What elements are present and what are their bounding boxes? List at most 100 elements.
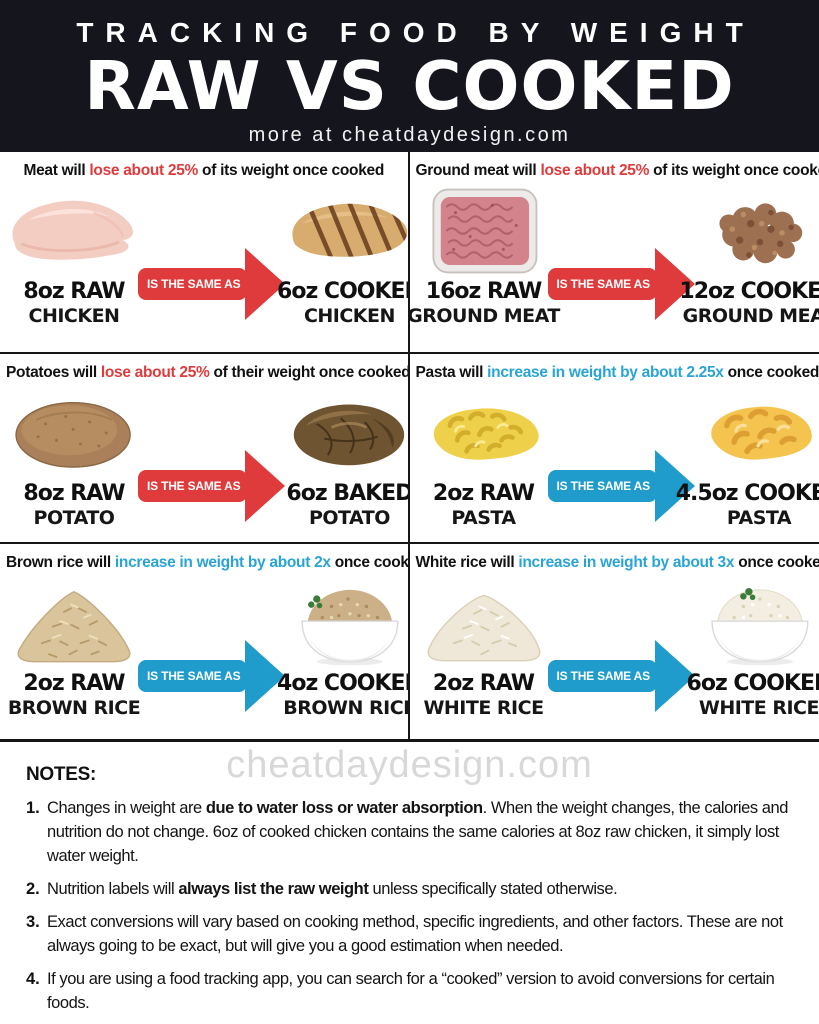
cell-headline: Meat will lose about 25% of its weight o…	[6, 161, 402, 181]
comparison-row: 2oz RAW PASTA IS THE SAME AS	[416, 385, 819, 530]
arrow-label: IS THE SAME AS	[138, 470, 248, 502]
cell-ground-meat: Ground meat will lose about 25% of its w…	[409, 152, 819, 354]
grilled-chicken: 6oz COOKED CHICKEN	[277, 183, 408, 328]
comparison-row: 16oz RAW GROUND MEAT IS THE SAME AS	[410, 183, 819, 328]
cooked-ground-meat-image	[719, 203, 803, 264]
cell-brown-rice: Brown rice will increase in weight by ab…	[0, 544, 410, 739]
is-the-same-as-arrow: IS THE SAME AS	[547, 248, 695, 320]
is-the-same-as-arrow: IS THE SAME AS	[138, 450, 286, 522]
is-the-same-as-arrow: IS THE SAME AS	[547, 640, 695, 712]
headline-suffix: of its weight once cooked	[198, 162, 385, 179]
comparison-row: 2oz RAW BROWN RICE IS THE SAME AS	[6, 575, 408, 720]
cooked-weight-label: 4.5oz COOKED	[675, 481, 819, 506]
raw-weight-label: 2oz RAW	[432, 481, 535, 506]
arrow-label: IS THE SAME AS	[138, 660, 248, 692]
notes-list: 1. Changes in weight are due to water lo…	[26, 796, 801, 1024]
cell-headline: White rice will increase in weight by ab…	[415, 553, 819, 573]
cell-white-rice: White rice will increase in weight by ab…	[409, 544, 819, 739]
raw-weight-label: 2oz RAW	[23, 671, 125, 696]
header-banner: TRACKING FOOD BY WEIGHT RAW VS COOKED mo…	[0, 0, 819, 152]
arrow-head-icon	[654, 450, 695, 522]
arrow-head-icon	[245, 640, 286, 712]
header-tagline: more at cheatdaydesign.com	[248, 124, 571, 146]
headline-emphasis: lose about 25%	[100, 364, 210, 381]
headline-suffix: once cooked	[723, 364, 819, 381]
arrow-head-icon	[245, 450, 286, 522]
arrow-label: IS THE SAME AS	[138, 268, 248, 300]
cooked-name-label: WHITE RICE	[698, 697, 819, 719]
raw-weight-label: 8oz RAW	[23, 279, 125, 304]
is-the-same-as-arrow: IS THE SAME AS	[138, 248, 286, 320]
headline-emphasis: lose about 25%	[89, 162, 199, 179]
raw-name-label: PASTA	[451, 507, 516, 529]
arrow-label: IS THE SAME AS	[547, 268, 657, 300]
headline-emphasis: increase in weight by about 2x	[114, 554, 331, 571]
raw-brown-rice: 2oz RAW BROWN RICE	[8, 575, 141, 720]
cell-potato: Potatoes will lose about 25% of their we…	[0, 354, 410, 544]
note-number: 2.	[26, 880, 40, 898]
raw-name-label: GROUND MEAT	[409, 305, 561, 327]
comparison-row: 8oz RAW CHICKEN IS THE SAME AS	[6, 183, 408, 328]
cooked-name-label: PASTA	[726, 507, 792, 529]
headline-prefix: Brown rice will	[6, 554, 115, 571]
grilled-chicken-image	[292, 203, 408, 257]
headline-suffix: of their weight once cooked	[209, 364, 410, 381]
cell-chicken: Meat will lose about 25% of its weight o…	[0, 152, 410, 354]
comparison-row: 8oz RAW POTATO IS THE SAME AS	[6, 385, 408, 530]
raw-ground-meat-image	[431, 188, 537, 274]
note-item: 2. Nutrition labels will always list the…	[26, 877, 801, 901]
cooked-name-label: CHICKEN	[303, 305, 395, 327]
note-number: 1.	[26, 799, 40, 817]
cooked-name-label: GROUND MEAT	[682, 305, 819, 327]
arrow-head-icon	[654, 640, 695, 712]
notes-heading: NOTES:	[26, 764, 96, 785]
raw-weight-label: 8oz RAW	[23, 481, 125, 506]
headline-emphasis: increase in weight by about 3x	[518, 554, 735, 571]
cooked-weight-label: 4oz COOKED	[277, 671, 410, 696]
cooked-name-label: POTATO	[308, 507, 390, 529]
arrow-head-icon	[245, 248, 286, 320]
cooked-weight-label: 12oz COOKED	[679, 279, 819, 304]
baked-potato: 6oz BAKED POTATO	[285, 385, 408, 530]
comparison-grid: Meat will lose about 25% of its weight o…	[0, 152, 819, 742]
headline-suffix: of its weight once cooked	[649, 162, 819, 179]
raw-name-label: WHITE RICE	[423, 697, 544, 719]
raw-weight-label: 2oz RAW	[432, 671, 535, 696]
headline-prefix: White rice will	[415, 554, 519, 571]
headline-emphasis: increase in weight by about 2.25x	[487, 364, 724, 381]
raw-white-rice-image	[427, 594, 540, 662]
headline-suffix: once cooked	[738, 554, 819, 571]
note-item: 1. Changes in weight are due to water lo…	[26, 796, 801, 868]
raw-chicken-image	[12, 200, 133, 260]
raw-brown-rice-image	[17, 590, 131, 663]
raw-name-label: POTATO	[33, 507, 115, 529]
note-item: 4. If you are using a food tracking app,…	[26, 967, 801, 1015]
raw-pasta: 2oz RAW PASTA	[420, 385, 548, 530]
note-number: 3.	[26, 913, 40, 931]
watermark: cheatdaydesign.com	[226, 744, 593, 786]
headline-prefix: Ground meat will	[415, 162, 541, 179]
cell-headline: Potatoes will lose about 25% of their we…	[6, 363, 408, 383]
note-text: Changes in weight are due to water loss …	[47, 799, 788, 865]
cooked-pasta-image	[711, 406, 812, 460]
baked-potato-image	[294, 404, 405, 466]
headline-prefix: Meat will	[23, 162, 90, 179]
cell-headline: Pasta will increase in weight by about 2…	[416, 363, 819, 383]
is-the-same-as-arrow: IS THE SAME AS	[138, 640, 286, 712]
arrow-label: IS THE SAME AS	[547, 660, 657, 692]
raw-potato: 8oz RAW POTATO	[10, 385, 138, 530]
note-text: Exact conversions will vary based on coo…	[47, 913, 783, 955]
headline-prefix: Potatoes will	[6, 364, 101, 381]
page-title: RAW VS COOKED	[84, 47, 735, 125]
note-text: Nutrition labels will always list the ra…	[47, 880, 618, 898]
cell-headline: Ground meat will lose about 25% of its w…	[415, 161, 819, 181]
raw-name-label: CHICKEN	[28, 305, 120, 327]
cooked-pasta: 4.5oz COOKED PASTA	[676, 385, 819, 530]
raw-weight-label: 16oz RAW	[425, 279, 542, 304]
cooked-brown-rice-image	[301, 589, 399, 666]
raw-white-rice: 2oz RAW WHITE RICE	[420, 575, 548, 720]
headline-emphasis: lose about 25%	[540, 162, 650, 179]
note-number: 4.	[26, 970, 40, 988]
headline-suffix: once cooked	[334, 554, 409, 571]
